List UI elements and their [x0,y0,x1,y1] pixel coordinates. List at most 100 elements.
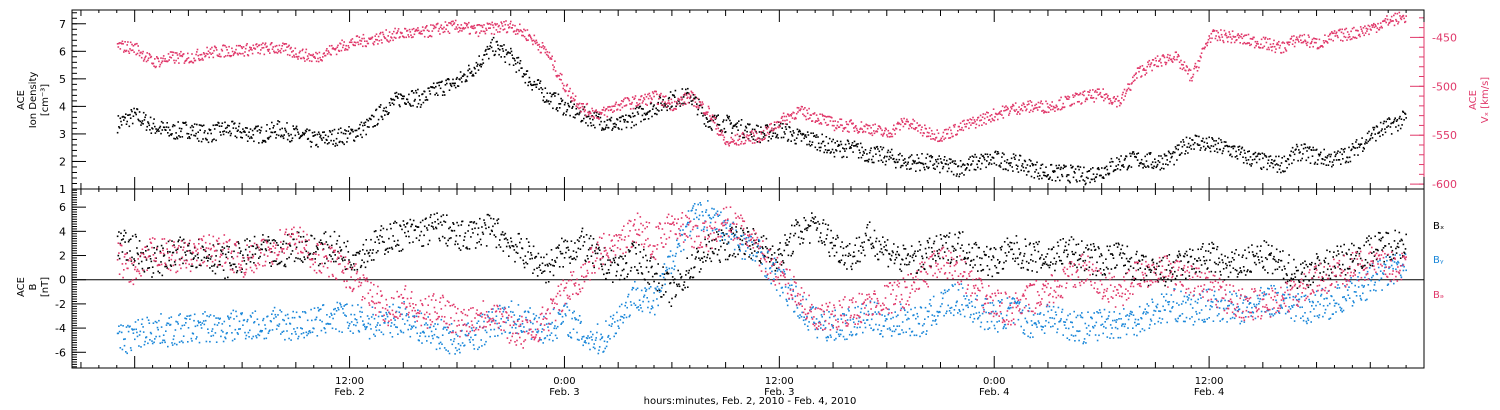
data-point [412,104,414,107]
data-point [291,139,293,142]
data-point [1253,46,1256,49]
data-point [353,263,355,265]
data-point [791,135,794,137]
data-point [383,107,385,110]
data-point [762,136,765,138]
data-point [134,233,137,236]
data-point [588,237,591,240]
data-point [1176,144,1179,147]
data-point [1368,139,1371,141]
data-point [393,222,395,224]
data-point [376,39,378,41]
data-point [731,141,733,143]
data-point [899,166,902,169]
data-point [718,124,721,126]
data-point [572,250,575,252]
data-point [584,259,586,262]
data-point [1073,170,1075,173]
data-point [408,93,410,96]
data-point [525,73,527,75]
data-point [1300,41,1303,44]
data-point [492,26,495,29]
data-point [682,102,684,105]
data-point [142,252,144,254]
data-point [325,241,328,243]
data-point [132,45,135,47]
data-point [578,236,581,239]
data-point [1289,155,1292,157]
data-point [916,122,918,124]
data-point [408,242,411,244]
data-point [978,160,980,163]
data-point [247,54,250,57]
data-point [993,162,996,165]
data-point [364,121,367,124]
data-point [631,242,633,245]
data-point [943,138,945,141]
data-point [289,47,292,50]
data-point [1024,160,1027,163]
data-point [921,162,924,165]
data-point [276,52,279,54]
data-point [198,57,200,60]
data-point [619,120,622,123]
data-point [1026,104,1029,106]
data-point [1295,38,1297,41]
data-point [1088,91,1091,93]
data-point [311,60,313,63]
data-point [249,48,252,51]
data-point [1231,155,1233,158]
data-point [677,97,679,100]
data-point [1211,138,1214,140]
data-point [1334,35,1337,37]
series-b0 [116,212,1407,307]
data-point [565,85,568,87]
data-point [1097,167,1100,169]
data-point [947,163,949,166]
data-point [396,243,398,246]
data-point [259,255,261,258]
data-point [420,230,423,233]
data-point [404,28,407,30]
data-point [131,122,134,125]
data-point [1059,179,1061,182]
data-point [317,131,320,133]
data-point [1367,24,1370,27]
data-point [811,120,814,122]
data-point [544,264,547,267]
data-point [832,138,834,141]
data-point [287,132,290,135]
data-point [868,152,871,154]
data-point [267,50,270,52]
data-point [879,126,881,128]
data-point [639,98,642,101]
data-point [1247,42,1249,44]
data-point [737,129,739,131]
data-point [381,240,384,243]
data-point [999,111,1001,113]
data-point [1164,155,1166,157]
data-point [371,114,374,117]
data-point [1034,104,1036,107]
data-point [498,53,500,56]
data-point [760,131,762,133]
data-point [369,38,372,40]
data-point [1236,39,1238,41]
data-point [1306,44,1308,47]
data-point [1355,141,1357,143]
data-point [481,58,484,61]
data-point [903,162,905,164]
data-point [236,52,239,55]
data-point [804,107,806,109]
data-point [638,107,640,109]
data-point [1105,173,1107,176]
data-point [171,133,173,135]
data-point [571,107,573,109]
data-point [1371,132,1373,135]
data-point [474,32,477,34]
data-point [977,166,979,169]
data-point [1382,134,1384,136]
data-point [943,156,946,158]
data-point [399,105,401,108]
data-point [269,128,271,130]
